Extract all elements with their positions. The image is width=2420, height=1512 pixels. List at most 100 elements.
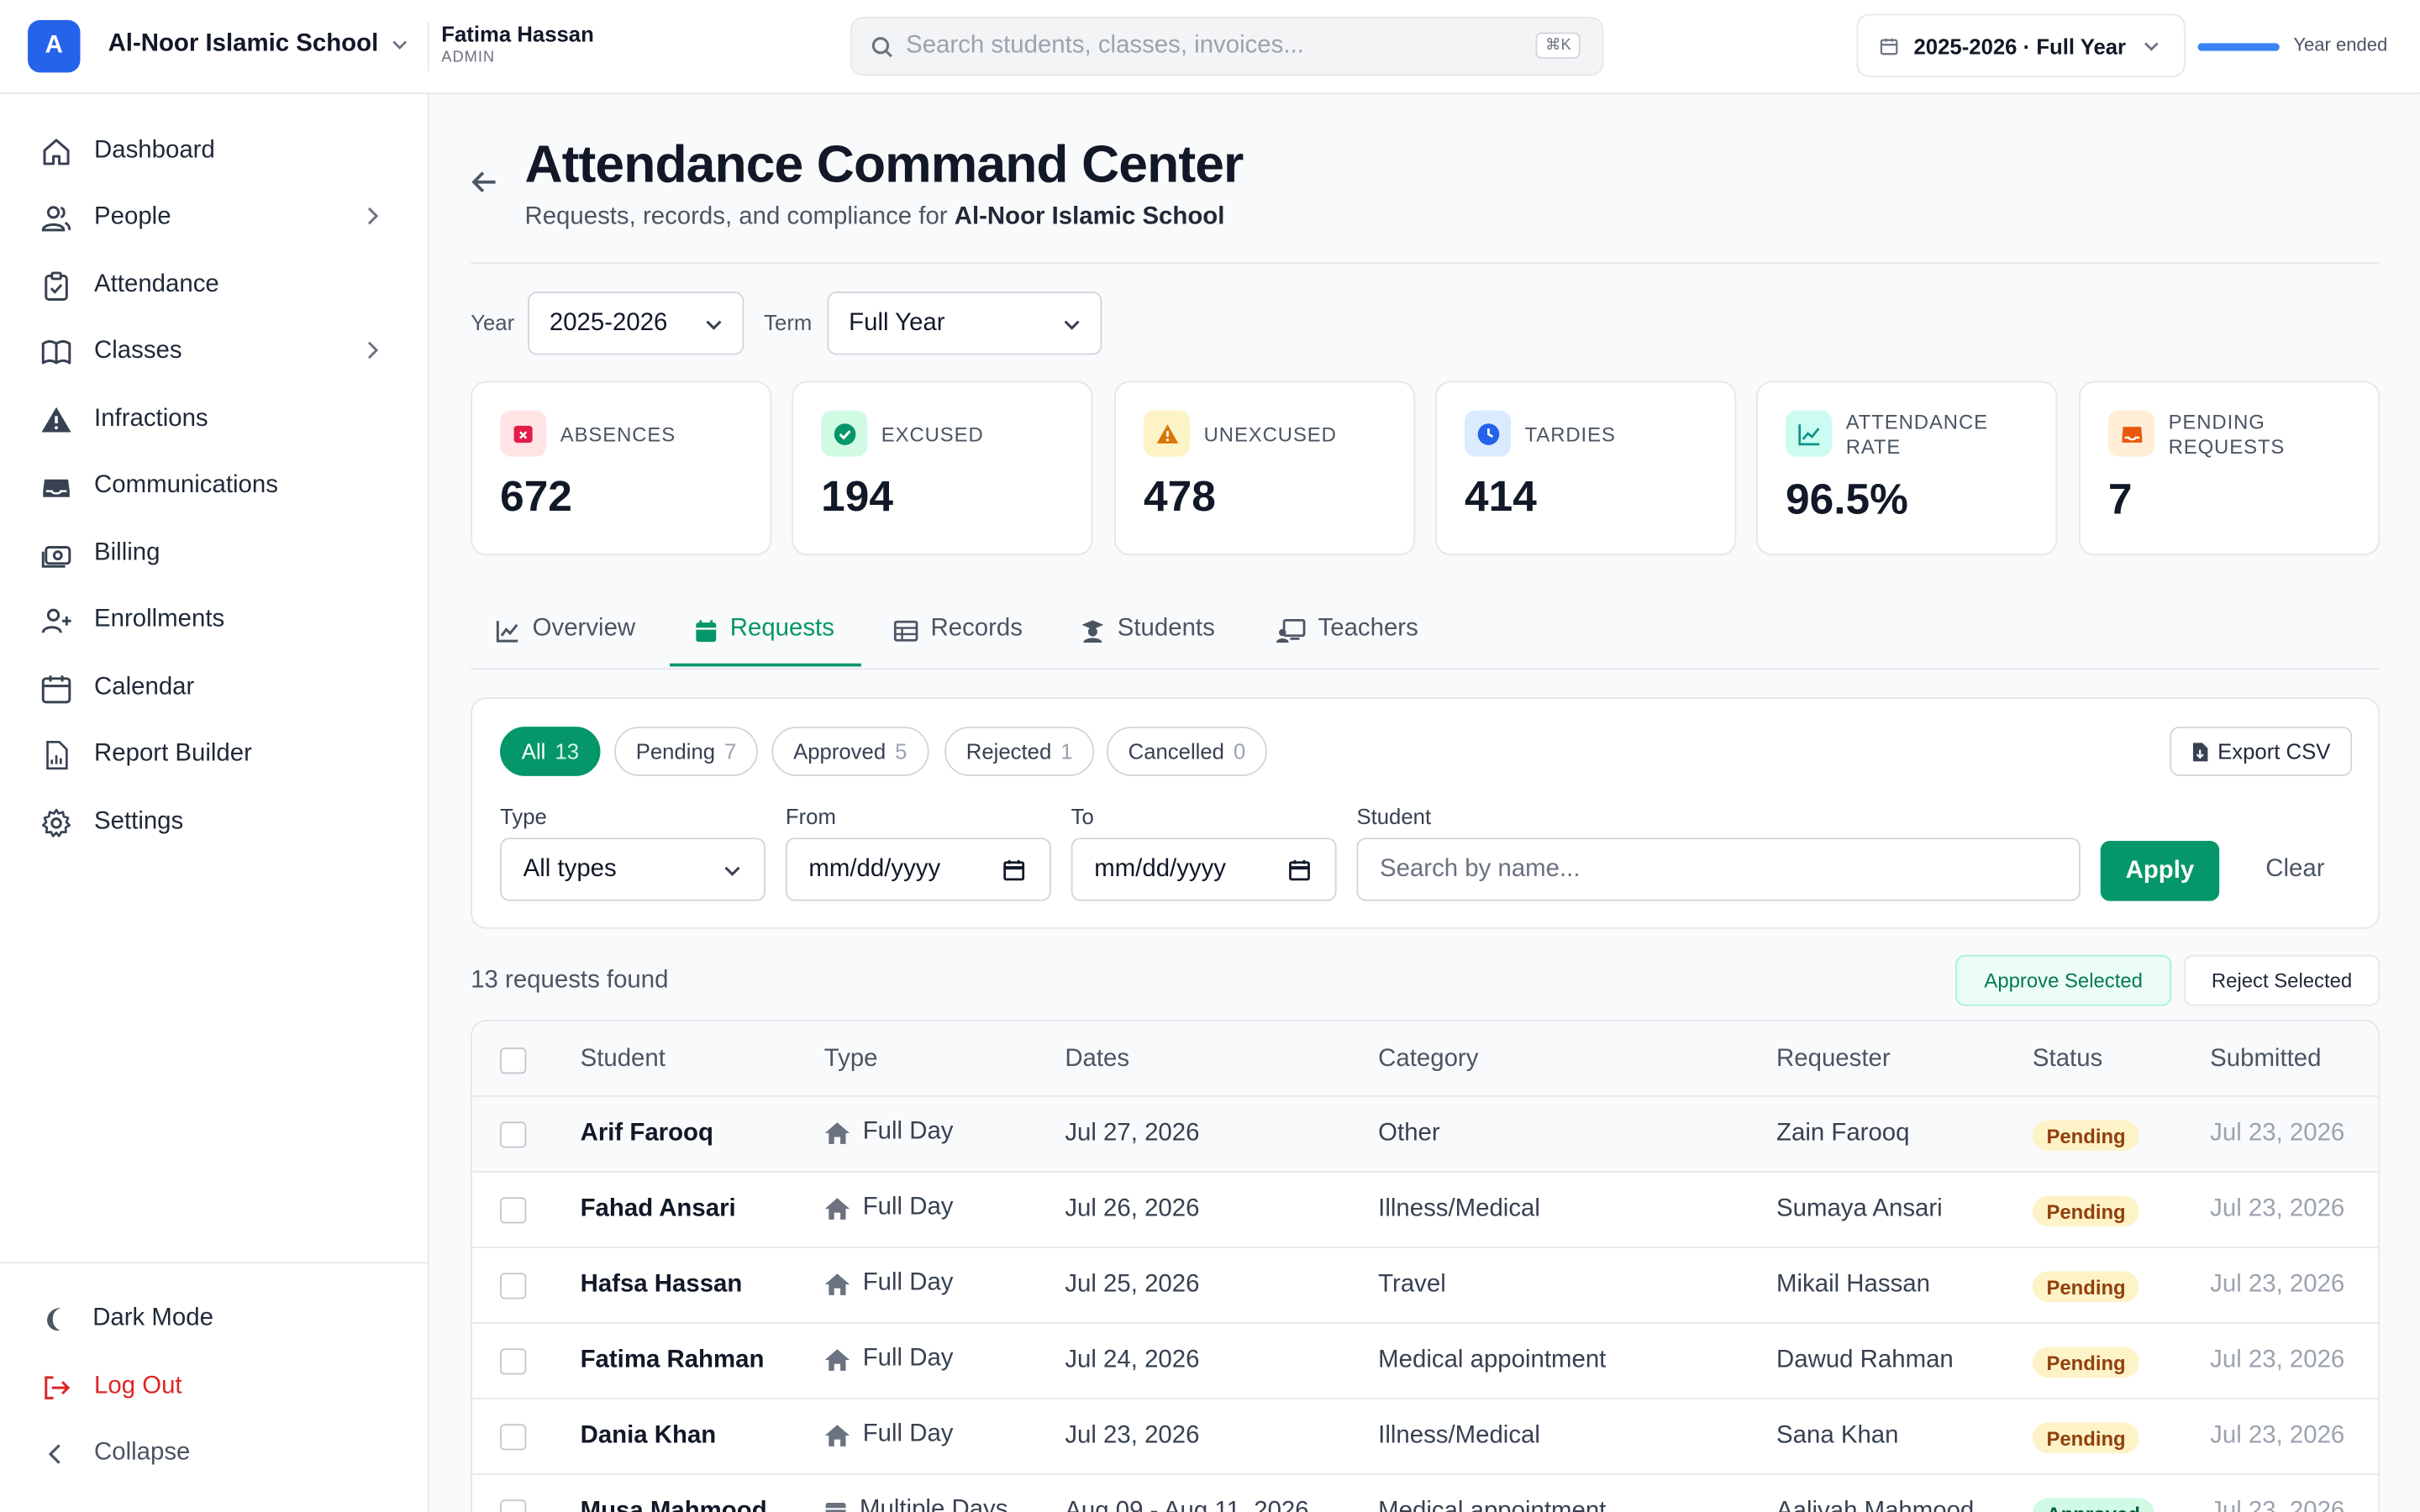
select-all-checkbox[interactable] <box>500 1047 527 1074</box>
cell-type: Full Day <box>824 1270 954 1298</box>
collapse-sidebar-button[interactable]: Collapse <box>40 1433 392 1473</box>
row-checkbox[interactable] <box>500 1348 527 1375</box>
status-pill-cancelled[interactable]: Cancelled 0 <box>1106 727 1268 776</box>
sidebar-item-billing[interactable]: Billing <box>40 533 392 574</box>
dark-mode-toggle[interactable]: Dark Mode <box>40 1299 392 1340</box>
gear-icon <box>41 807 71 837</box>
sidebar-item-people[interactable]: People <box>40 197 392 238</box>
from-date-placeholder: mm/dd/yyyy <box>808 855 941 882</box>
stat-label-line1: ATTENDANCE <box>1845 410 1988 434</box>
sidebar-item-calendar[interactable]: Calendar <box>40 668 392 708</box>
page-title: Attendance Command Center <box>524 135 1244 195</box>
cell-student[interactable]: Arif Farooq <box>580 1120 713 1147</box>
row-checkbox[interactable] <box>500 1499 527 1512</box>
reject-selected-button[interactable]: Reject Selected <box>2183 954 2381 1006</box>
sidebar-item-infractions[interactable]: Infractions <box>40 400 392 440</box>
tab-records[interactable]: Records <box>869 606 1047 667</box>
row-checkbox[interactable] <box>500 1121 527 1148</box>
school-logo[interactable]: A <box>28 19 81 73</box>
cell-requester: Aaliyah Mahmood <box>1776 1498 1975 1512</box>
approve-selected-button[interactable]: Approve Selected <box>1955 954 2172 1006</box>
row-checkbox[interactable] <box>500 1273 527 1299</box>
chevron-down-icon <box>392 40 408 50</box>
table-row[interactable]: Hafsa Hassan Full Day Jul 25, 2026 Trave… <box>472 1248 2379 1324</box>
cell-requester: Sana Khan <box>1776 1422 1899 1449</box>
stat-card-absences: ABSENCES 672 <box>471 381 772 556</box>
column-header-student[interactable]: Student <box>580 1046 666 1073</box>
cell-student[interactable]: Fatima Rahman <box>580 1347 765 1373</box>
sidebar-item-label: Settings <box>94 808 184 835</box>
pill-count: 1 <box>1060 738 1073 764</box>
sidebar-item-label: Report Builder <box>94 740 252 767</box>
stat-label: TARDIES <box>1524 423 1616 446</box>
chevron-down-icon <box>706 320 722 330</box>
back-button[interactable] <box>469 166 500 205</box>
student-search-input[interactable]: Search by name... <box>1356 837 2081 901</box>
clear-button[interactable]: Clear <box>2265 856 2325 883</box>
table-row[interactable]: Dania Khan Full Day Jul 23, 2026 Illness… <box>472 1399 2379 1475</box>
tab-teachers[interactable]: Teachers <box>1252 606 1444 667</box>
tabs-divider <box>471 668 2381 670</box>
graduate-icon <box>1081 620 1104 643</box>
sidebar-item-settings[interactable]: Settings <box>40 802 392 843</box>
table-row[interactable]: Musa Mahmood Multiple Days Aug 09 - Aug … <box>472 1475 2378 1512</box>
stat-value: 478 <box>1143 472 1216 520</box>
sidebar-item-enrollments[interactable]: Enrollments <box>40 600 392 640</box>
student-search-placeholder: Search by name... <box>1380 855 1581 882</box>
status-pill-approved[interactable]: Approved 5 <box>771 727 929 776</box>
tab-students[interactable]: Students <box>1055 606 1239 667</box>
term-select[interactable]: Full Year <box>827 291 1102 355</box>
status-badge: Pending <box>2032 1195 2140 1227</box>
from-date-input[interactable]: mm/dd/yyyy <box>785 837 1051 901</box>
column-header-status[interactable]: Status <box>2032 1046 2103 1073</box>
row-checkbox[interactable] <box>500 1424 527 1451</box>
collapse-label: Collapse <box>94 1439 191 1466</box>
pill-label: Approved <box>793 738 886 764</box>
school-switcher[interactable]: Al-Noor Islamic School <box>108 31 409 59</box>
type-select[interactable]: All types <box>500 837 766 901</box>
pill-label: All <box>521 738 546 764</box>
report-icon <box>46 740 68 769</box>
cell-student[interactable]: Fahad Ansari <box>580 1195 736 1222</box>
sidebar-item-report-builder[interactable]: Report Builder <box>40 734 392 774</box>
sidebar-item-communications[interactable]: Communications <box>40 466 392 507</box>
year-select-value: 2025-2026 <box>549 309 668 336</box>
cell-student[interactable]: Hafsa Hassan <box>580 1271 743 1298</box>
clipboard-check-icon <box>45 270 68 301</box>
calendar-icon <box>1003 859 1025 881</box>
global-search-input[interactable]: Search students, classes, invoices... ⌘K <box>850 17 1604 76</box>
sidebar-item-attendance[interactable]: Attendance <box>40 265 392 306</box>
to-date-input[interactable]: mm/dd/yyyy <box>1071 837 1337 901</box>
stat-label: EXCUSED <box>881 423 984 446</box>
sidebar-item-dashboard[interactable]: Dashboard <box>40 131 392 171</box>
column-header-submitted[interactable]: Submitted <box>2210 1046 2322 1073</box>
export-csv-button[interactable]: Export CSV <box>2170 727 2353 776</box>
sidebar: Dashboard People Attendance Classes Infr… <box>0 94 429 1512</box>
column-header-type[interactable]: Type <box>823 1046 878 1073</box>
cell-type-label: Full Day <box>862 1345 954 1372</box>
year-term-selector[interactable]: 2025-2026 · Full Year <box>1856 13 2186 77</box>
status-pill-rejected[interactable]: Rejected 1 <box>944 727 1095 776</box>
row-checkbox[interactable] <box>500 1197 527 1224</box>
from-label: From <box>785 803 836 829</box>
cell-student[interactable]: Dania Khan <box>580 1422 717 1449</box>
sidebar-item-classes[interactable]: Classes <box>40 332 392 372</box>
column-header-requester[interactable]: Requester <box>1776 1046 1891 1073</box>
cell-student[interactable]: Musa Mahmood <box>580 1498 767 1512</box>
table-row[interactable]: Arif Farooq Full Day Jul 27, 2026 Other … <box>472 1096 2379 1173</box>
status-pill-all[interactable]: All 13 <box>500 727 601 776</box>
year-select[interactable]: 2025-2026 <box>528 291 744 355</box>
apply-button[interactable]: Apply <box>2100 841 2220 901</box>
status-pill-pending[interactable]: Pending 7 <box>614 727 759 776</box>
cell-requester: Dawud Rahman <box>1776 1347 1954 1373</box>
table-row[interactable]: Fahad Ansari Full Day Jul 26, 2026 Illne… <box>472 1173 2379 1248</box>
results-count: 13 requests found <box>471 967 669 994</box>
tab-requests[interactable]: Requests <box>670 606 861 667</box>
table-row[interactable]: Fatima Rahman Full Day Jul 24, 2026 Medi… <box>472 1324 2379 1399</box>
sidebar-item-label: Dashboard <box>94 137 215 164</box>
column-header-category[interactable]: Category <box>1378 1046 1479 1073</box>
column-header-dates[interactable]: Dates <box>1065 1046 1130 1073</box>
logout-button[interactable]: Log Out <box>40 1367 392 1407</box>
tab-overview[interactable]: Overview <box>471 606 660 667</box>
filters-panel: All 13 Pending 7 Approved 5 Rejected 1 C… <box>471 697 2381 929</box>
